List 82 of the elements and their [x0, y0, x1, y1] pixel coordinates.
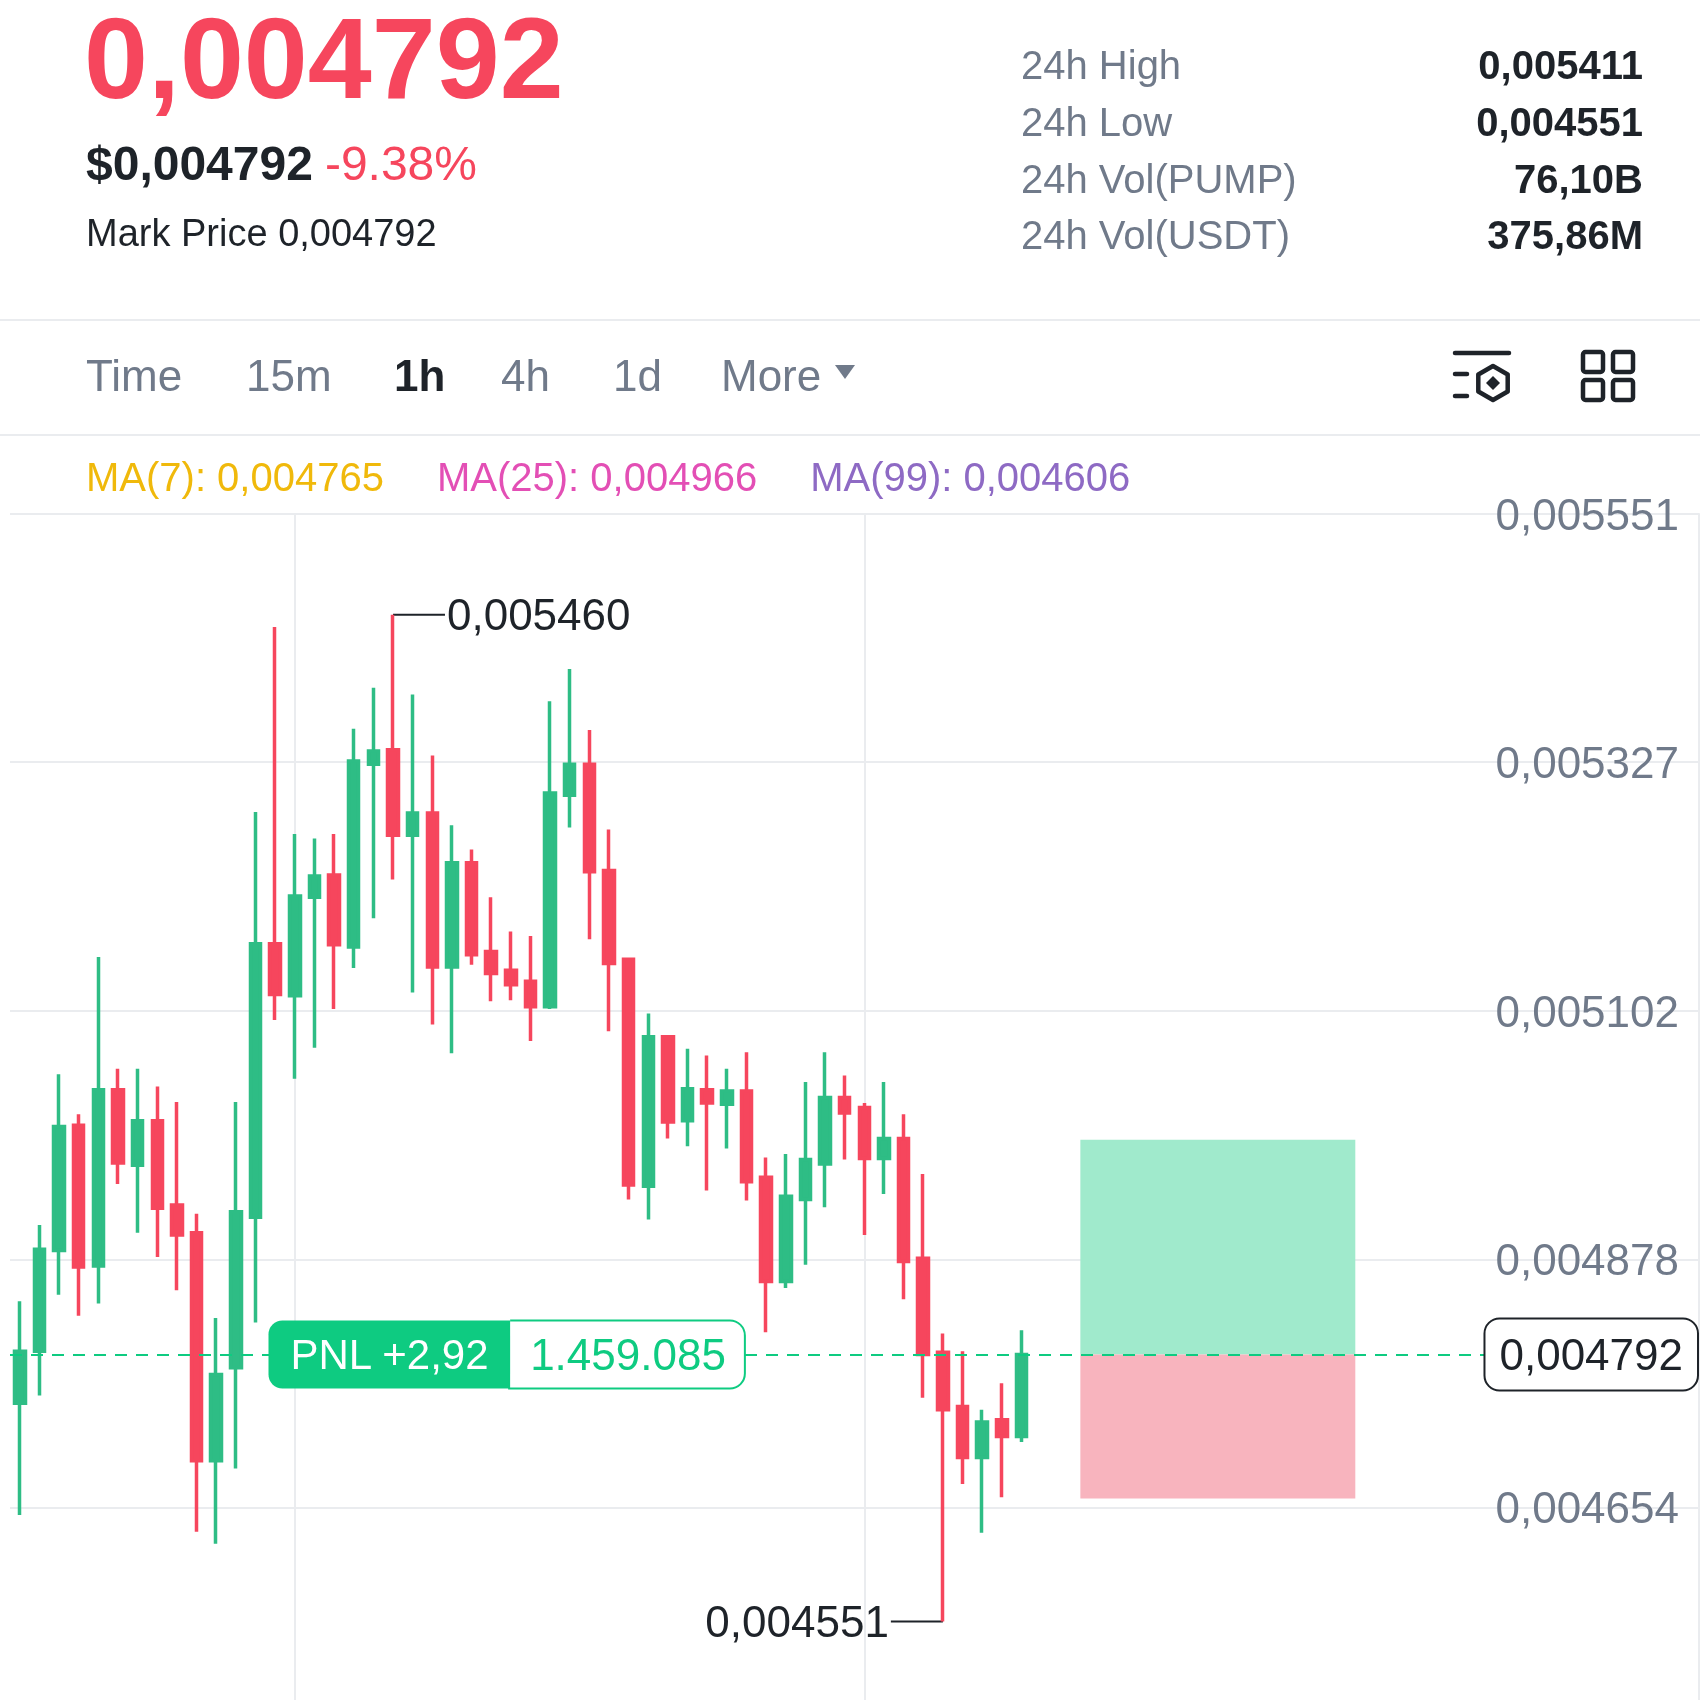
- text: 15m: [246, 351, 332, 400]
- text: -9.38%: [324, 137, 477, 190]
- y-tick-label: 0,005327: [1495, 737, 1679, 787]
- candlestick: [483, 897, 499, 1002]
- text: 1h: [394, 351, 446, 400]
- candlestick: [32, 1224, 47, 1396]
- candlestick: [12, 1301, 28, 1516]
- candlestick: [366, 687, 381, 919]
- text: 76,10B: [1514, 157, 1643, 201]
- text: 24h Vol(PUMP): [1021, 157, 1297, 201]
- candlestick: [739, 1052, 754, 1201]
- candlestick: [562, 669, 577, 828]
- candlestick: [974, 1409, 990, 1533]
- ref-line-label: 0,004792: [1499, 1330, 1683, 1379]
- candlestick: [71, 1114, 86, 1316]
- candlestick: [719, 1068, 735, 1149]
- candlestick: [641, 1013, 656, 1220]
- candlestick: [267, 626, 283, 1021]
- y-tick-label: 0,005102: [1495, 986, 1679, 1036]
- text: MA(25): 0,004966: [436, 455, 758, 499]
- candlestick: [857, 1103, 872, 1235]
- text: Time: [86, 351, 183, 400]
- y-tick-label: 0,004878: [1495, 1234, 1679, 1284]
- text: 4h: [501, 351, 550, 400]
- text: 24h Vol(USDT): [1021, 213, 1290, 257]
- candlestick: [503, 931, 519, 1001]
- annotation: 0,005460: [446, 590, 631, 640]
- annotation: 1.459.085: [530, 1330, 726, 1379]
- candlestick: [601, 829, 617, 1032]
- y-tick-label: 0,005551: [1495, 489, 1679, 539]
- candlestick: [798, 1082, 813, 1265]
- text: 24h Low: [1021, 100, 1173, 144]
- candlestick: [425, 755, 440, 1025]
- candlestick: [444, 825, 460, 1054]
- text: MA(99): 0,004606: [810, 455, 1131, 499]
- candlestick: [228, 1102, 244, 1469]
- text: MA(7): 0,004765: [86, 455, 384, 499]
- text: 0,005411: [1478, 43, 1643, 87]
- annotation: PNL +2,92: [290, 1331, 489, 1378]
- candlestick: [876, 1082, 892, 1194]
- candlestick: [169, 1102, 185, 1291]
- candlestick: [189, 1213, 204, 1532]
- candlestick: [680, 1048, 695, 1147]
- text: 24h High: [1021, 43, 1182, 87]
- candlestick: [248, 811, 263, 1323]
- candlestick: [582, 729, 597, 940]
- candlestick: [346, 728, 361, 969]
- candlestick: [287, 834, 303, 1079]
- candlestick: [1014, 1330, 1029, 1442]
- annotation: 0,004551: [705, 1596, 889, 1646]
- candlestick: [837, 1075, 852, 1160]
- text: Mark Price 0,004792: [86, 212, 437, 254]
- candlestick: [150, 1086, 165, 1258]
- candlestick: [523, 935, 538, 1042]
- text: 1d: [613, 351, 662, 400]
- candlestick: [208, 1317, 224, 1544]
- candlestick: [955, 1351, 970, 1485]
- candlestick: [385, 614, 401, 880]
- candlestick: [817, 1052, 833, 1208]
- candlestick: [542, 701, 558, 1009]
- y-tick-label: 0,004654: [1495, 1482, 1679, 1532]
- text: More: [721, 351, 822, 400]
- text: 375,86M: [1487, 213, 1643, 257]
- candlestick: [699, 1055, 715, 1191]
- candlestick: [935, 1333, 951, 1622]
- candlestick: [130, 1068, 145, 1233]
- candlestick: [621, 957, 636, 1200]
- candlestick: [51, 1074, 67, 1295]
- candlestick: [915, 1174, 931, 1398]
- candlestick: [464, 849, 479, 965]
- text: 0,004792: [84, 0, 564, 122]
- text: $0,004792: [86, 137, 313, 190]
- candlestick: [307, 838, 322, 1048]
- candlestick: [91, 956, 106, 1304]
- text: 0,004551: [1476, 100, 1643, 144]
- candlestick: [994, 1383, 1010, 1498]
- candlestick: [405, 694, 420, 993]
- candlestick: [778, 1154, 794, 1289]
- candlestick: [758, 1157, 774, 1333]
- candlestick: [326, 834, 342, 1009]
- candlestick: [110, 1068, 126, 1184]
- candlestick: [896, 1114, 911, 1300]
